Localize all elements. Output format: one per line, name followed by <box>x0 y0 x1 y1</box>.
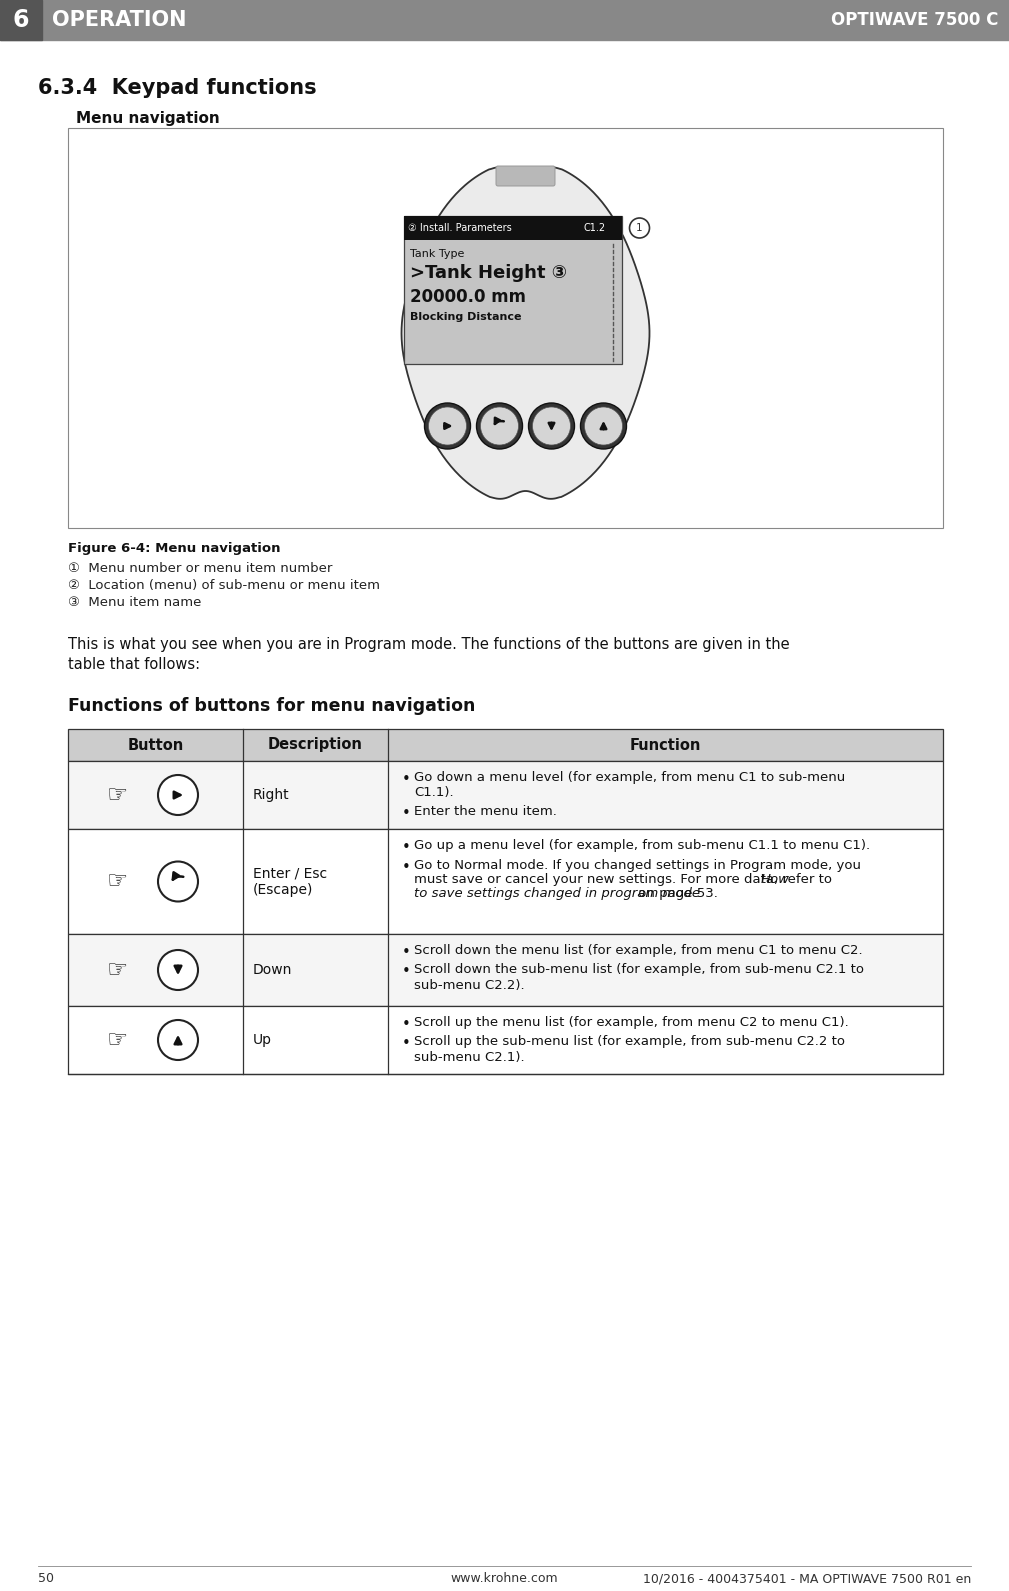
Bar <box>0 0 1009 40</box>
Bar <box>68 934 943 1006</box>
Text: Scroll up the sub-menu list (for example, from sub-menu C2.2 to
sub-menu C2.1).: Scroll up the sub-menu list (for example… <box>414 1036 845 1063</box>
Bar <box>0 0 42 40</box>
Bar <box>404 216 622 364</box>
Text: •: • <box>402 807 411 821</box>
Bar <box>68 829 943 934</box>
Circle shape <box>429 407 466 445</box>
Text: 6.3.4  Keypad functions: 6.3.4 Keypad functions <box>38 78 317 99</box>
Text: •: • <box>402 772 411 788</box>
Circle shape <box>630 218 650 239</box>
Text: Enter / Esc
(Escape): Enter / Esc (Escape) <box>253 867 327 897</box>
Text: 6: 6 <box>13 8 29 32</box>
Text: ☞: ☞ <box>107 870 128 894</box>
Circle shape <box>158 950 198 990</box>
Text: ☞: ☞ <box>107 1028 128 1052</box>
Text: 1: 1 <box>637 223 643 232</box>
Text: This is what you see when you are in Program mode. The functions of the buttons : This is what you see when you are in Pro… <box>68 636 790 652</box>
Text: 10/2016 - 4004375401 - MA OPTIWAVE 7500 R01 en: 10/2016 - 4004375401 - MA OPTIWAVE 7500 … <box>643 1572 971 1585</box>
Text: OPTIWAVE 7500 C: OPTIWAVE 7500 C <box>830 11 998 29</box>
Bar <box>68 760 943 829</box>
Circle shape <box>158 775 198 815</box>
Bar <box>68 1006 943 1074</box>
Text: Go to Normal mode. If you changed settings in Program mode, you: Go to Normal mode. If you changed settin… <box>414 859 861 872</box>
Text: ③  Menu item name: ③ Menu item name <box>68 597 202 609</box>
Text: Function: Function <box>630 738 701 753</box>
Polygon shape <box>402 167 650 500</box>
Text: Up: Up <box>253 1033 272 1047</box>
Text: ②  Location (menu) of sub-menu or menu item: ② Location (menu) of sub-menu or menu it… <box>68 579 380 592</box>
Bar <box>68 729 943 760</box>
Text: Enter the menu item.: Enter the menu item. <box>414 805 557 818</box>
Circle shape <box>480 407 519 445</box>
Text: OPERATION: OPERATION <box>52 10 187 30</box>
Text: 20000.0 mm: 20000.0 mm <box>411 288 527 305</box>
Text: Description: Description <box>268 738 363 753</box>
Circle shape <box>533 407 570 445</box>
Circle shape <box>529 403 574 449</box>
Circle shape <box>158 861 198 902</box>
Text: Figure 6-4: Menu navigation: Figure 6-4: Menu navigation <box>68 543 281 555</box>
Circle shape <box>584 407 623 445</box>
Text: •: • <box>402 859 411 875</box>
Text: Scroll down the sub-menu list (for example, from sub-menu C2.1 to
sub-menu C2.2): Scroll down the sub-menu list (for examp… <box>414 964 864 991</box>
Bar <box>68 127 943 528</box>
Text: Tank Type: Tank Type <box>411 250 465 259</box>
Text: Button: Button <box>127 738 184 753</box>
Text: www.krohne.com: www.krohne.com <box>450 1572 558 1585</box>
Circle shape <box>476 403 523 449</box>
Text: •: • <box>402 1036 411 1052</box>
Text: Blocking Distance: Blocking Distance <box>411 312 522 321</box>
Text: •: • <box>402 945 411 959</box>
FancyBboxPatch shape <box>496 165 555 186</box>
Text: >Tank Height ③: >Tank Height ③ <box>411 264 567 282</box>
Text: Right: Right <box>253 788 290 802</box>
Text: table that follows:: table that follows: <box>68 657 200 671</box>
Circle shape <box>158 1020 198 1060</box>
Text: Scroll down the menu list (for example, from menu C1 to menu C2.: Scroll down the menu list (for example, … <box>414 943 863 958</box>
Bar <box>404 216 622 240</box>
Text: must save or cancel your new settings. For more data, refer to: must save or cancel your new settings. F… <box>414 873 836 886</box>
Circle shape <box>425 403 470 449</box>
Text: to save settings changed in program mode: to save settings changed in program mode <box>414 888 700 901</box>
Text: Go down a menu level (for example, from menu C1 to sub-menu
C1.1).: Go down a menu level (for example, from … <box>414 772 846 799</box>
Text: ☞: ☞ <box>107 783 128 807</box>
Text: Go up a menu level (for example, from sub-menu C1.1 to menu C1).: Go up a menu level (for example, from su… <box>414 838 870 853</box>
Text: Down: Down <box>253 963 293 977</box>
Text: •: • <box>402 1017 411 1033</box>
Circle shape <box>580 403 627 449</box>
Text: How: How <box>761 873 789 886</box>
Text: ①  Menu number or menu item number: ① Menu number or menu item number <box>68 562 332 574</box>
Text: C1.2: C1.2 <box>583 223 605 232</box>
Text: on page 53.: on page 53. <box>634 888 717 901</box>
Text: Menu navigation: Menu navigation <box>76 111 220 126</box>
Text: ☞: ☞ <box>107 958 128 982</box>
Text: Functions of buttons for menu navigation: Functions of buttons for menu navigation <box>68 697 475 714</box>
Text: •: • <box>402 840 411 854</box>
Text: Scroll up the menu list (for example, from menu C2 to menu C1).: Scroll up the menu list (for example, fr… <box>414 1017 849 1029</box>
Text: •: • <box>402 964 411 980</box>
Text: ② Install. Parameters: ② Install. Parameters <box>409 223 513 232</box>
Text: 50: 50 <box>38 1572 54 1585</box>
